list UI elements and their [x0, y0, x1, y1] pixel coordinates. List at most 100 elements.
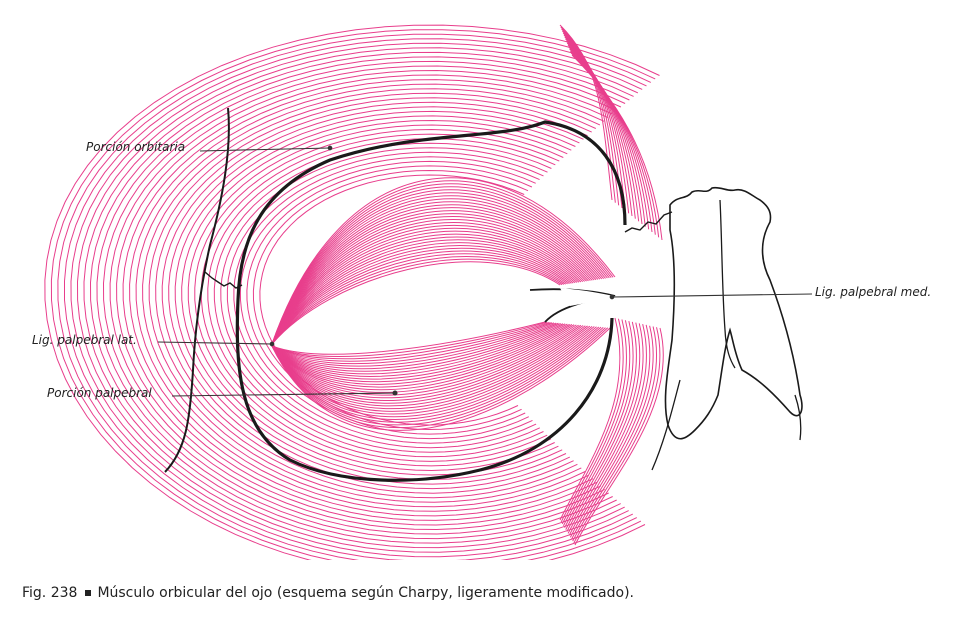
- orbital-fiber: [259, 174, 525, 426]
- upper-lid-fiber: [271, 242, 574, 345]
- upper-nasal-fibers: [559, 24, 664, 546]
- orbital-fiber: [226, 151, 544, 449]
- upper-lid-fiber: [271, 177, 616, 345]
- lower-lid-fiber: [271, 322, 561, 372]
- orbital-fiber: [129, 83, 605, 517]
- orbital-fiber: [57, 33, 652, 560]
- nasal-fiber: [568, 324, 648, 536]
- lower-lid-fiber: [271, 322, 555, 365]
- orbital-fiber: [109, 69, 617, 531]
- upper-lid-fiber: [271, 253, 566, 345]
- lower-lid-fiber: [271, 325, 591, 407]
- upper-lid-fiber: [271, 195, 605, 345]
- orbital-fiber: [181, 119, 572, 481]
- upper-lid-fiber: [271, 245, 572, 345]
- upper-lid-fiber: [271, 183, 612, 345]
- nasal-fiber: [574, 327, 664, 546]
- nasal-fiber: [562, 32, 626, 211]
- lower-lid-fiber: [271, 327, 606, 426]
- upper-lid-fiber: [271, 224, 586, 345]
- orbital-fiber: [89, 56, 630, 544]
- maxilla-contour: [651, 379, 802, 471]
- lower-lid-fiber: [271, 326, 602, 420]
- upper-lid-fiber: [271, 180, 614, 345]
- upper-lid-fiber: [271, 261, 561, 345]
- upper-lid-fiber: [271, 186, 610, 345]
- lower-lid-fiber: [271, 327, 611, 431]
- upper-lid-fiber: [271, 210, 595, 345]
- nasal-fiber: [569, 48, 653, 233]
- nasal-fiber: [566, 322, 641, 532]
- lower-lid-fiber: [271, 324, 575, 388]
- orbital-fiber: [168, 110, 580, 490]
- upper-lid-fiber: [271, 222, 587, 345]
- medial-ligament-fill: [560, 288, 618, 306]
- orbital-fiber: [142, 92, 597, 508]
- figure-caption: Fig. 238 Músculo orbicular del ojo (esque…: [22, 585, 634, 601]
- upper-lid-fiber: [271, 192, 606, 345]
- nasal-fiber: [573, 327, 661, 544]
- label-medial-palpebral-ligament: Lig. palpebral med.: [815, 285, 932, 299]
- nasal-bone: [664, 186, 803, 440]
- lower-lid-fiber: [271, 321, 550, 360]
- upper-lid-fiber: [271, 258, 563, 345]
- lower-lid-fiber: [271, 322, 552, 362]
- lower-lid-fiber: [271, 325, 593, 410]
- upper-lid-fiber: [271, 201, 601, 345]
- orbital-fiber: [187, 124, 568, 476]
- upper-lid-fiber: [271, 198, 603, 345]
- upper-lid-fiber: [271, 227, 584, 345]
- nasal-fiber: [565, 38, 636, 219]
- nasal-fiber: [559, 24, 613, 201]
- upper-lid-fiber: [271, 189, 608, 345]
- orbital-fiber: [155, 101, 588, 499]
- suture-line-right: [624, 211, 673, 233]
- lower-lid-fiber: [271, 327, 604, 423]
- label-lateral-palpebral-ligament: Lig. palpebral lat.: [32, 333, 137, 347]
- nasal-fiber: [569, 324, 651, 538]
- nasal-fiber: [566, 40, 640, 222]
- lower-lid-fiber: [271, 325, 588, 404]
- orbital-rim-outline: [235, 120, 627, 482]
- orbital-fiber: [116, 74, 613, 526]
- upper-lid-fiber: [271, 239, 576, 345]
- upper-lid-fiber: [271, 204, 599, 345]
- nasal-fiber: [560, 318, 624, 523]
- orbital-fiber: [64, 38, 647, 560]
- nasal-fiber: [565, 321, 637, 530]
- label-orbital-portion: Porción orbitaria: [86, 140, 186, 154]
- orbital-fiber: [194, 128, 564, 472]
- nasal-fiber: [561, 319, 627, 525]
- orbital-fiber: [148, 97, 592, 503]
- lower-lid-fiber: [271, 326, 595, 412]
- nasal-fiber: [571, 54, 663, 241]
- nasal-fiber: [572, 326, 658, 542]
- lower-lid-fiber: [271, 322, 557, 367]
- orbital-fiber: [135, 88, 601, 512]
- lower-lid-fiber: [271, 323, 566, 377]
- orbital-fiber: [102, 65, 622, 535]
- figure-number: Fig. 238: [22, 585, 78, 601]
- nasal-fiber: [560, 26, 616, 203]
- nasal-fiber: [568, 46, 650, 230]
- upper-lid-fiber: [271, 236, 578, 345]
- suture-line-left: [204, 271, 243, 289]
- lower-lid-fiber: [271, 322, 559, 370]
- upper-lid-fiber: [271, 207, 597, 345]
- orbital-fiber: [207, 138, 556, 462]
- orbital-portion-fibers: [44, 24, 660, 560]
- lower-lid-fiber: [271, 323, 570, 383]
- nasal-fiber: [567, 323, 644, 534]
- upper-lid-fiber: [271, 230, 582, 345]
- lower-lid-fiber: [271, 326, 597, 415]
- orbital-fiber: [200, 133, 560, 467]
- orbital-fiber: [161, 106, 584, 494]
- lower-lid-fiber: [271, 321, 548, 357]
- nasal-fiber: [570, 50, 656, 235]
- lower-lid-fiber: [271, 321, 546, 355]
- lower-lid-fiber: [271, 323, 564, 375]
- orbital-fiber: [233, 156, 540, 444]
- orbital-fiber: [76, 47, 639, 553]
- label-palpebral-portion: Porción palpebral: [47, 386, 152, 400]
- upper-lid-fiber: [271, 256, 565, 345]
